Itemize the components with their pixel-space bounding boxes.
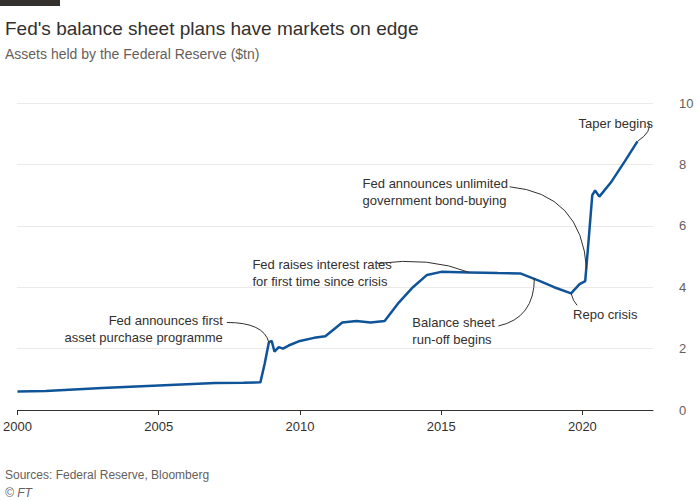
svg-text:Fed raises interest rates: Fed raises interest rates: [252, 257, 392, 272]
svg-text:8: 8: [679, 157, 686, 172]
svg-text:for first time since crisis: for first time since crisis: [252, 274, 388, 289]
svg-text:2000: 2000: [3, 419, 32, 434]
svg-text:Balance sheet: Balance sheet: [412, 315, 495, 330]
svg-text:4: 4: [679, 280, 686, 295]
svg-text:Fed's balance sheet plans have: Fed's balance sheet plans have markets o…: [5, 18, 418, 39]
svg-text:2005: 2005: [144, 419, 173, 434]
svg-text:Taper begins: Taper begins: [578, 116, 653, 131]
svg-text:Assets held by the Federal Res: Assets held by the Federal Reserve ($tn): [5, 46, 259, 62]
svg-text:2010: 2010: [285, 419, 314, 434]
svg-text:2020: 2020: [568, 419, 597, 434]
svg-text:run-off begins: run-off begins: [412, 332, 492, 347]
svg-text:10: 10: [679, 96, 693, 111]
svg-text:government bond-buying: government bond-buying: [363, 193, 507, 208]
svg-text:0: 0: [679, 403, 686, 418]
svg-text:© FT: © FT: [5, 486, 34, 500]
svg-text:Sources: Federal Reserve, Bloo: Sources: Federal Reserve, Bloomberg: [5, 468, 209, 482]
svg-text:Fed announces first: Fed announces first: [109, 313, 224, 328]
svg-text:asset purchase programme: asset purchase programme: [65, 330, 223, 345]
svg-text:Repo crisis: Repo crisis: [573, 307, 638, 322]
svg-text:Fed announces unlimited: Fed announces unlimited: [363, 176, 508, 191]
svg-text:2: 2: [679, 341, 686, 356]
svg-text:6: 6: [679, 218, 686, 233]
svg-text:2015: 2015: [427, 419, 456, 434]
